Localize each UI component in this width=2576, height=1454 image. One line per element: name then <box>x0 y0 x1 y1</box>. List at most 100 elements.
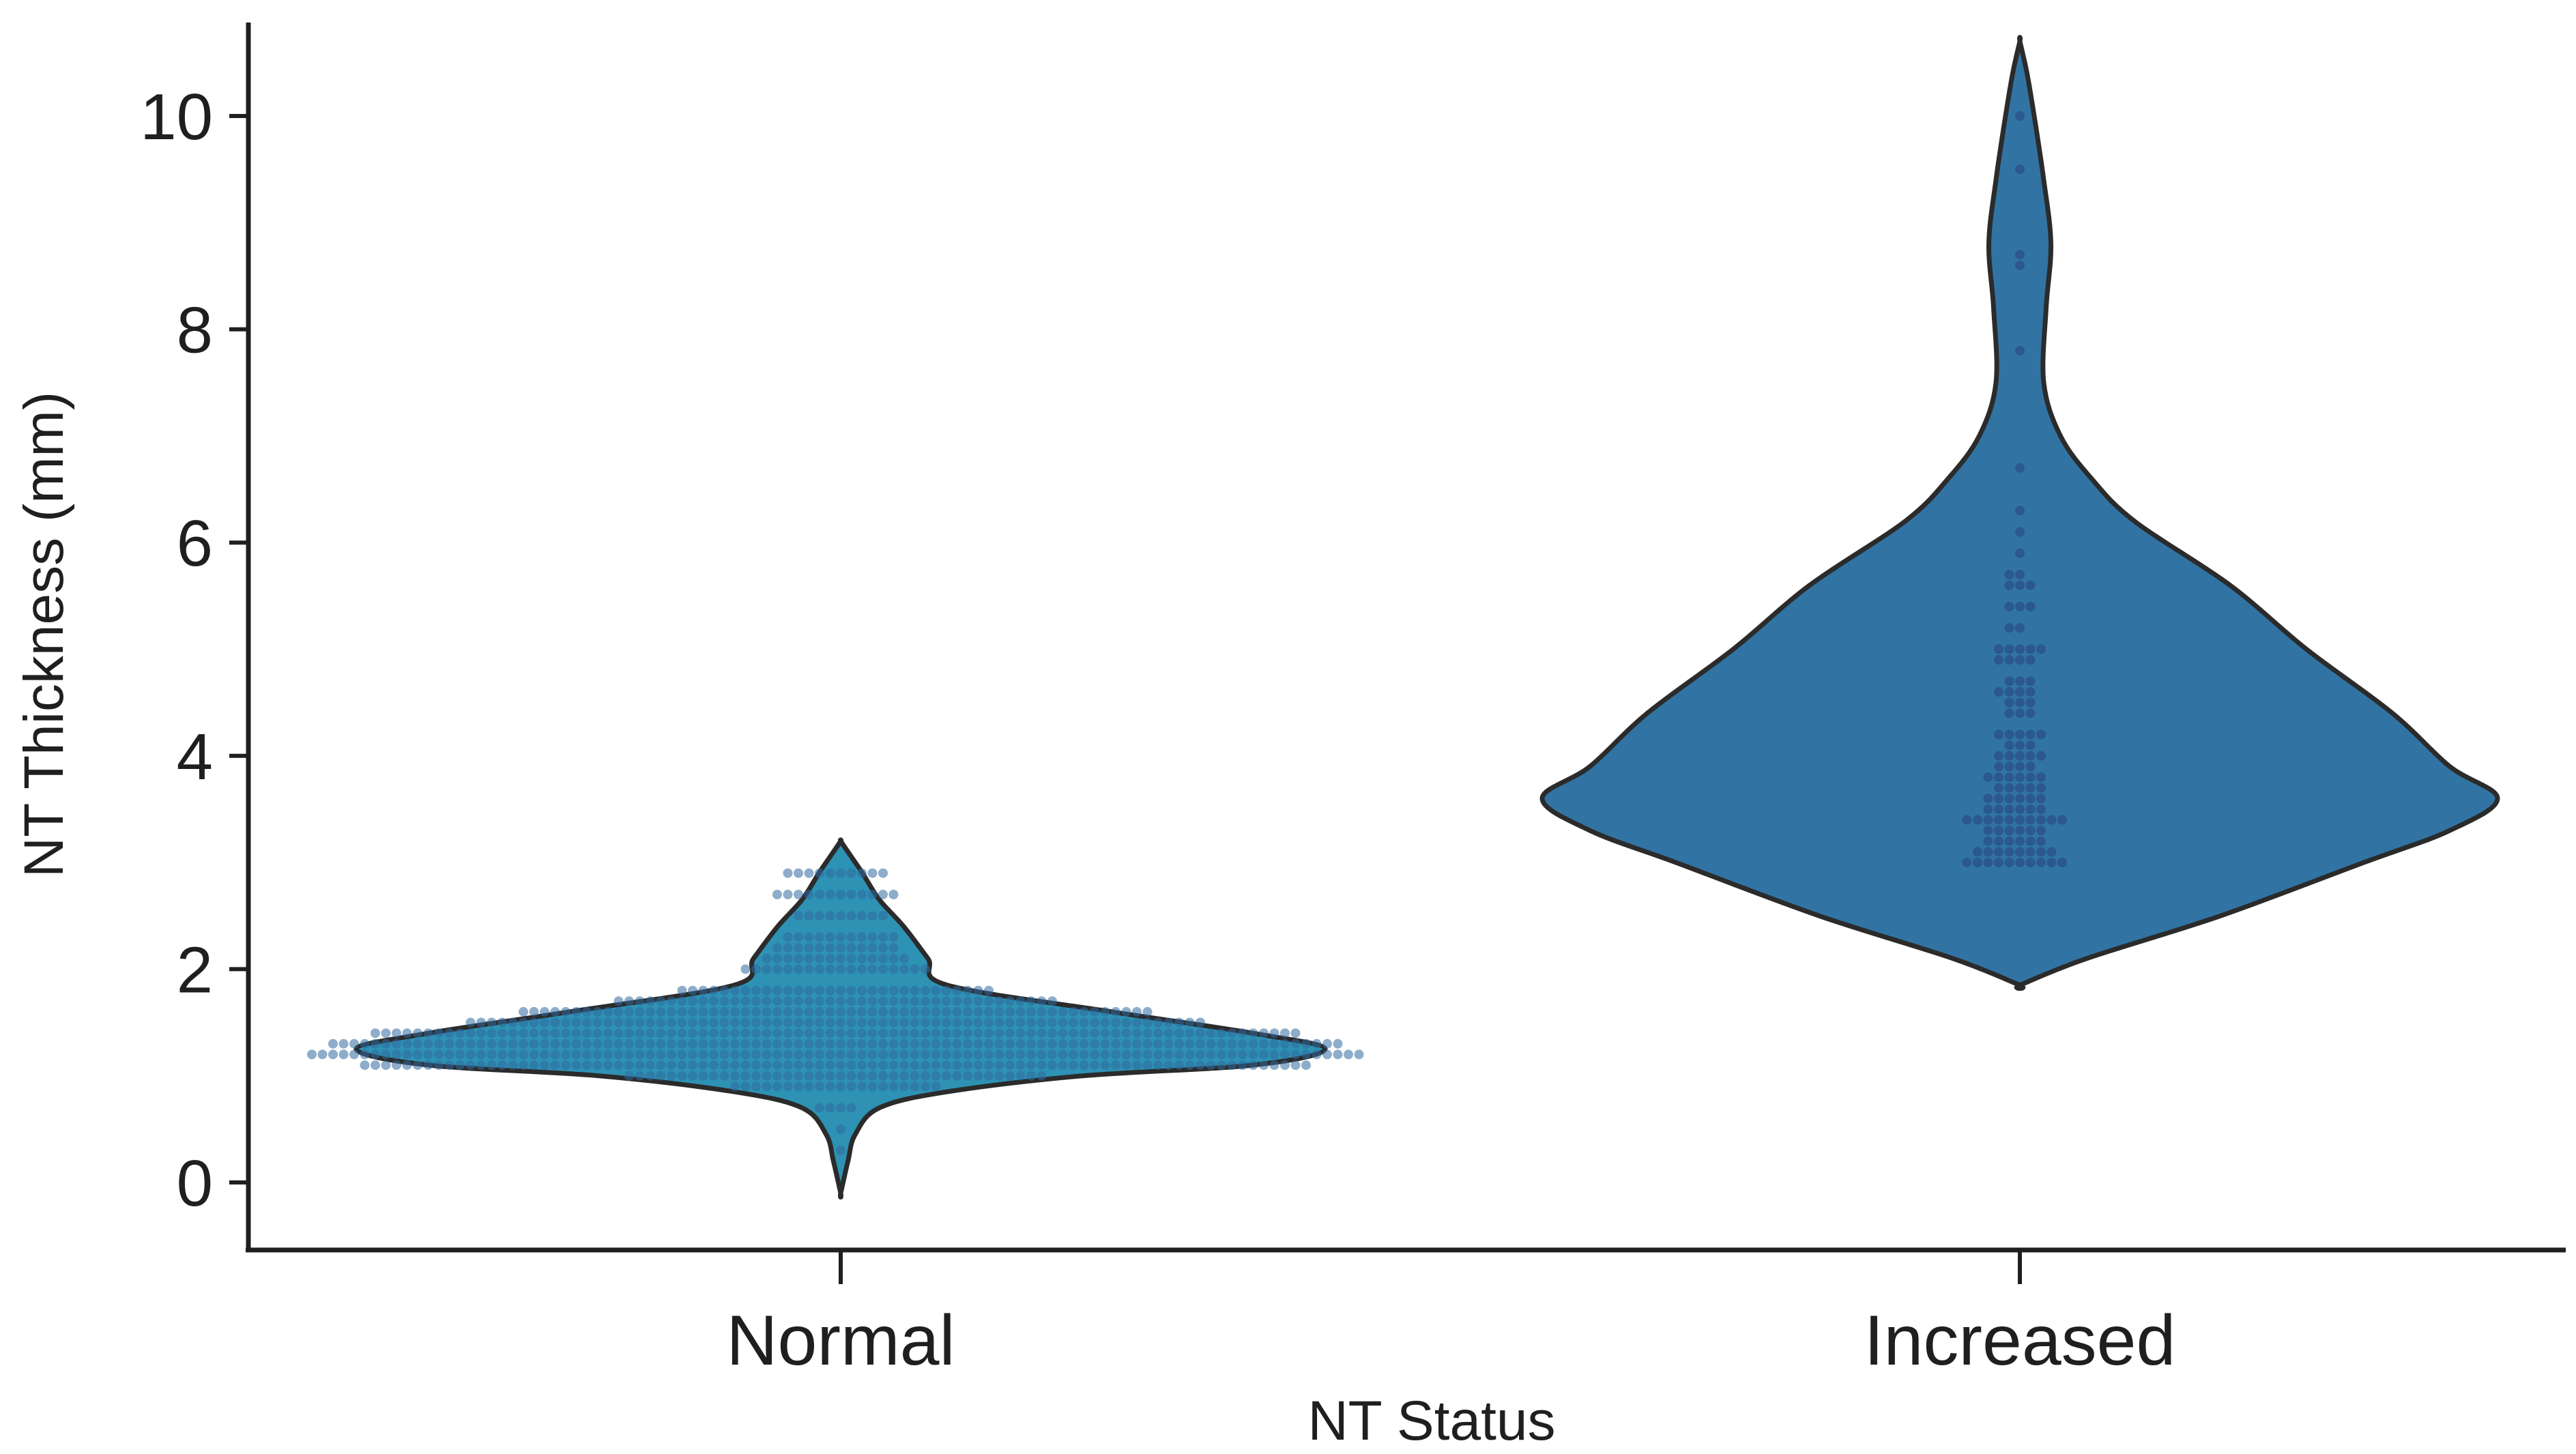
data-point-normal <box>910 1071 920 1081</box>
data-point-normal <box>613 1017 624 1028</box>
data-point-normal <box>1121 1006 1131 1017</box>
data-point-increased <box>2004 826 2014 836</box>
data-point-normal <box>540 1017 549 1028</box>
data-point-normal <box>804 1060 814 1071</box>
data-point-normal <box>762 1038 772 1049</box>
data-point-normal <box>1185 1028 1195 1038</box>
data-point-normal <box>804 1071 814 1081</box>
data-point-normal <box>836 1103 845 1113</box>
data-point-normal <box>888 1060 899 1071</box>
data-point-normal <box>772 1038 782 1049</box>
data-point-normal <box>910 1060 920 1071</box>
data-point-normal <box>804 1017 814 1028</box>
data-point-increased <box>1994 794 2003 804</box>
data-point-normal <box>1312 1049 1322 1060</box>
data-point-normal <box>730 1060 740 1071</box>
data-point-normal <box>1238 1060 1247 1071</box>
data-point-normal <box>392 1049 401 1060</box>
data-point-normal <box>857 1071 867 1081</box>
data-point-normal <box>751 964 761 974</box>
data-point-normal <box>973 1017 983 1028</box>
data-point-normal <box>1005 1028 1015 1038</box>
data-point-normal <box>1047 1006 1057 1017</box>
data-point-normal <box>751 1028 761 1038</box>
data-point-normal <box>867 1060 878 1071</box>
data-point-normal <box>846 868 856 878</box>
data-point-normal <box>1058 1006 1068 1017</box>
data-point-increased <box>2004 836 2014 846</box>
data-point-normal <box>867 953 878 963</box>
data-point-increased <box>2015 250 2025 260</box>
data-point-normal <box>783 932 793 942</box>
data-point-normal <box>413 1038 422 1049</box>
data-point-normal <box>667 1038 676 1049</box>
data-point-normal <box>1132 1060 1142 1071</box>
data-point-normal <box>751 1060 761 1071</box>
data-point-normal <box>1227 1028 1237 1038</box>
data-point-increased <box>2015 602 2025 611</box>
data-point-normal <box>497 1049 507 1060</box>
data-point-increased <box>1983 772 1993 783</box>
data-point-normal <box>667 996 676 1006</box>
data-point-normal <box>825 985 835 995</box>
data-point-normal <box>804 1049 814 1060</box>
data-point-normal <box>571 1028 581 1038</box>
data-point-normal <box>984 1006 994 1017</box>
data-point-normal <box>1238 1049 1247 1060</box>
data-point-normal <box>825 1038 835 1049</box>
data-point-normal <box>719 996 729 1006</box>
data-point-normal <box>804 1081 814 1092</box>
data-point-normal <box>540 1028 549 1038</box>
data-point-normal <box>603 1060 613 1071</box>
data-point-normal <box>1142 1006 1153 1017</box>
data-point-normal <box>857 868 867 878</box>
data-point-increased <box>2015 506 2025 516</box>
data-point-normal <box>888 964 899 974</box>
data-point-normal <box>508 1028 518 1038</box>
data-point-normal <box>508 1049 518 1060</box>
data-point-normal <box>772 1017 782 1028</box>
data-point-increased <box>2015 644 2025 654</box>
data-point-normal <box>910 1028 920 1038</box>
data-point-normal <box>888 932 899 942</box>
data-point-increased <box>1994 729 2003 740</box>
data-point-normal <box>635 1071 645 1081</box>
data-point-normal <box>1005 1006 1015 1017</box>
data-point-normal <box>888 1038 899 1049</box>
data-point-increased <box>2036 804 2046 814</box>
data-point-normal <box>888 1006 899 1017</box>
data-point-normal <box>1058 1038 1068 1049</box>
data-point-normal <box>392 1028 401 1038</box>
data-point-normal <box>381 1028 391 1038</box>
data-point-normal <box>434 1060 444 1071</box>
data-point-normal <box>1026 996 1036 1006</box>
data-point-normal <box>888 985 899 995</box>
data-point-normal <box>825 1060 835 1071</box>
data-point-normal <box>762 953 772 963</box>
data-point-normal <box>836 1124 845 1134</box>
data-point-normal <box>878 1006 888 1017</box>
data-point-normal <box>423 1028 433 1038</box>
data-point-normal <box>888 943 899 953</box>
data-point-normal <box>878 932 888 942</box>
data-point-normal <box>867 932 878 942</box>
data-point-normal <box>529 1060 539 1071</box>
data-point-normal <box>529 1049 539 1060</box>
data-point-normal <box>635 1006 645 1017</box>
data-point-normal <box>1079 1028 1089 1038</box>
data-point-normal <box>815 868 824 878</box>
data-point-normal <box>836 1146 845 1156</box>
data-point-normal <box>804 1038 814 1049</box>
data-point-increased <box>2046 815 2057 825</box>
data-point-increased <box>1994 772 2003 783</box>
data-point-normal <box>550 1017 560 1028</box>
data-point-normal <box>740 985 751 995</box>
data-point-increased <box>2015 463 2025 473</box>
data-point-normal <box>1174 1060 1184 1071</box>
data-point-normal <box>846 943 856 953</box>
data-point-normal <box>1185 1060 1195 1071</box>
data-point-increased <box>2004 794 2014 804</box>
data-point-normal <box>783 1060 793 1071</box>
data-point-normal <box>550 1049 560 1060</box>
data-point-normal <box>857 911 867 921</box>
